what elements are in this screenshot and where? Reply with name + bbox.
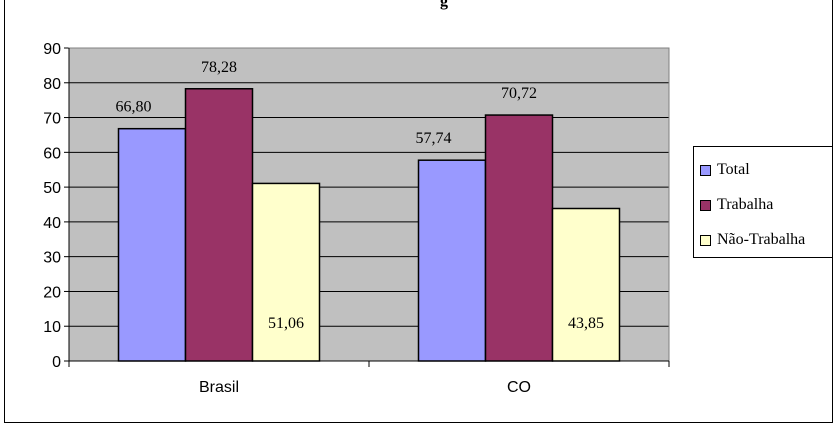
legend: Total Trabalha Não-Trabalha xyxy=(693,146,833,258)
y-tick-label: 40 xyxy=(43,215,61,232)
y-tick-label: 80 xyxy=(43,76,61,93)
data-label: 43,85 xyxy=(568,315,604,332)
y-tick-label: 30 xyxy=(43,250,61,267)
legend-label-trabalha: Trabalha xyxy=(717,196,774,213)
bar-brasil-2 xyxy=(251,182,321,362)
legend-label-total: Total xyxy=(717,161,750,178)
data-label: 57,74 xyxy=(416,130,452,147)
legend-label-nao-trabalha: Não-Trabalha xyxy=(717,231,806,248)
data-label: 66,80 xyxy=(116,99,152,116)
chart-title: g xyxy=(440,0,448,10)
bar-brasil-0 xyxy=(117,127,187,362)
y-tick-label: 70 xyxy=(43,111,61,128)
bar-co-1 xyxy=(484,114,554,362)
legend-item-trabalha: Trabalha xyxy=(700,195,773,215)
y-tick-label: 10 xyxy=(43,319,61,336)
legend-swatch-nao-trabalha xyxy=(700,234,711,246)
bar-co-2 xyxy=(551,207,621,362)
legend-swatch-total xyxy=(700,164,711,176)
category-label: CO xyxy=(507,379,531,396)
legend-item-total: Total xyxy=(700,160,750,180)
y-tick-label: 0 xyxy=(52,354,61,371)
data-label: 70,72 xyxy=(501,85,537,102)
y-tick-label: 60 xyxy=(43,145,61,162)
data-label: 51,06 xyxy=(268,315,304,332)
data-label: 78,28 xyxy=(201,59,237,76)
y-tick-label: 20 xyxy=(43,284,61,301)
y-tick-label: 90 xyxy=(43,41,61,58)
category-label: Brasil xyxy=(199,379,239,396)
legend-item-nao-trabalha: Não-Trabalha xyxy=(700,230,805,250)
bar-brasil-1 xyxy=(184,88,254,362)
y-tick-label: 50 xyxy=(43,180,61,197)
bar-co-0 xyxy=(417,159,487,362)
legend-swatch-trabalha xyxy=(700,199,711,211)
